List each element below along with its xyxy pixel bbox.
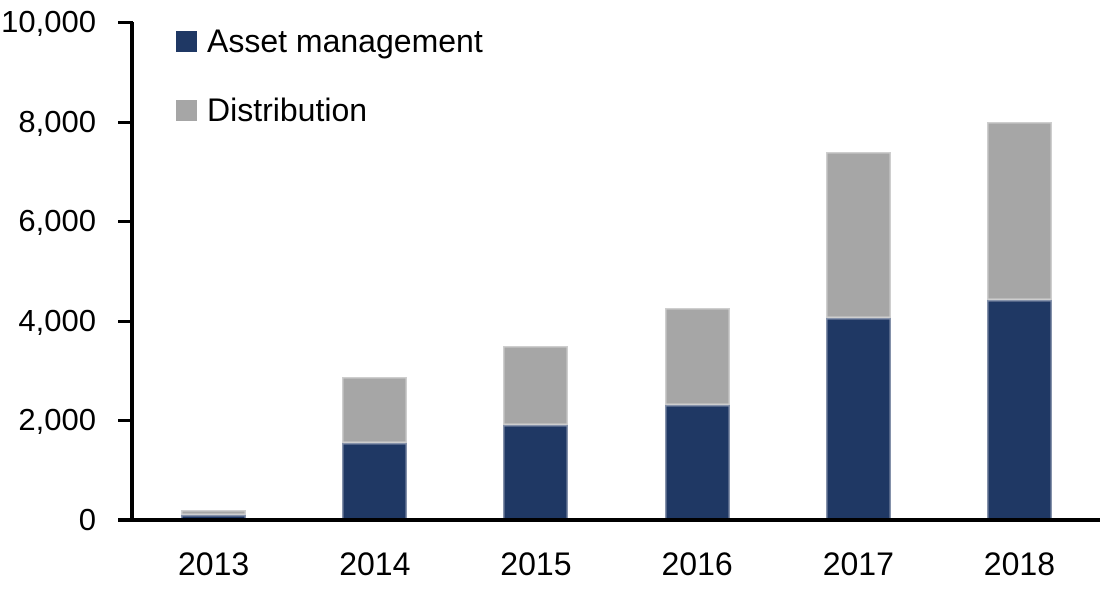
y-axis-tick [118, 320, 133, 323]
legend-label-asset-management: Asset management [207, 23, 483, 59]
bar-2015-distribution-segment [503, 345, 569, 426]
bar-2016-distribution-segment [664, 308, 730, 405]
bar-2017-asset-management-segment [825, 318, 891, 520]
legend-item-asset-management: Asset management [176, 23, 483, 59]
y-tick-label: 4,000 [18, 302, 96, 338]
x-tick-label-2013: 2013 [178, 546, 250, 582]
bar-2018 [986, 121, 1052, 520]
y-axis-tick [118, 21, 133, 24]
bar-2018-asset-management-segment [986, 299, 1052, 520]
bar-2014-asset-management-segment [342, 442, 408, 520]
x-tick-label-2014: 2014 [339, 546, 411, 582]
bar-2013 [181, 510, 247, 520]
bar-2017-distribution-segment [825, 151, 891, 319]
y-tick-label: 10,000 [1, 4, 96, 39]
y-axis-tick [118, 220, 133, 223]
bar-2018-distribution-segment [986, 121, 1052, 300]
bar-2015-asset-management-segment [503, 425, 569, 520]
y-axis-line [130, 22, 134, 520]
y-tick-label: 8,000 [18, 103, 96, 139]
y-axis-tick [118, 121, 133, 124]
chart-legend: Asset management Distribution [176, 23, 483, 128]
bar-2015 [503, 345, 569, 520]
bar-2014-distribution-segment [342, 377, 408, 443]
y-tick-label: 2,000 [18, 402, 96, 438]
asset-management-swatch-icon [176, 30, 197, 52]
bar-2016 [664, 308, 730, 520]
bar-2014 [342, 377, 408, 520]
y-axis-tick [118, 419, 133, 422]
distribution-swatch-icon [176, 99, 197, 121]
bar-2013-distribution-segment [181, 510, 247, 515]
y-tick-label: 0 [78, 502, 96, 537]
x-axis-line [118, 518, 1100, 522]
bar-2016-asset-management-segment [664, 404, 730, 520]
x-tick-label-2015: 2015 [500, 546, 572, 582]
y-tick-label: 6,000 [18, 203, 96, 239]
bar-2017 [825, 151, 891, 520]
legend-label-distribution: Distribution [207, 92, 368, 128]
bar-2013-asset-management-segment [181, 515, 247, 520]
x-tick-label-2018: 2018 [983, 546, 1055, 582]
x-tick-label-2016: 2016 [661, 546, 733, 582]
x-tick-label-2017: 2017 [822, 546, 894, 582]
legend-item-distribution: Distribution [176, 92, 483, 128]
